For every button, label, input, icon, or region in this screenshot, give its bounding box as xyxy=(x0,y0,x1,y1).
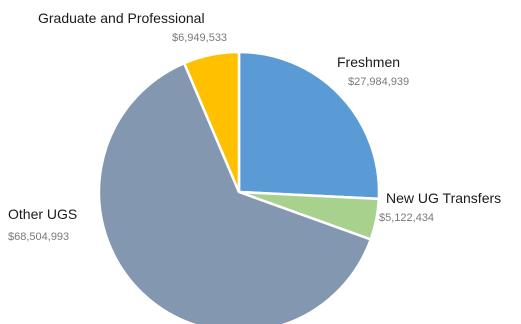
pie-labels: Freshmen $27,984,939 New UG Transfers $5… xyxy=(8,10,501,243)
label-other-ugs: Other UGS xyxy=(8,206,77,222)
label-graduate-and-professional: Graduate and Professional xyxy=(38,10,205,26)
pie-slice-graduate-and-professional xyxy=(182,50,241,193)
value-freshmen: $27,984,939 xyxy=(348,76,409,88)
pie-slice-freshmen xyxy=(237,50,381,201)
label-freshmen: Freshmen xyxy=(337,54,400,70)
value-new-ug-transfers: $5,122,434 xyxy=(379,212,434,224)
value-other-ugs: $68,504,993 xyxy=(8,231,69,243)
value-graduate-and-professional: $6,949,533 xyxy=(172,32,227,44)
pie-slices xyxy=(97,50,381,324)
pie-slice-other-ugs xyxy=(97,61,373,324)
label-new-ug-transfers: New UG Transfers xyxy=(386,190,501,206)
